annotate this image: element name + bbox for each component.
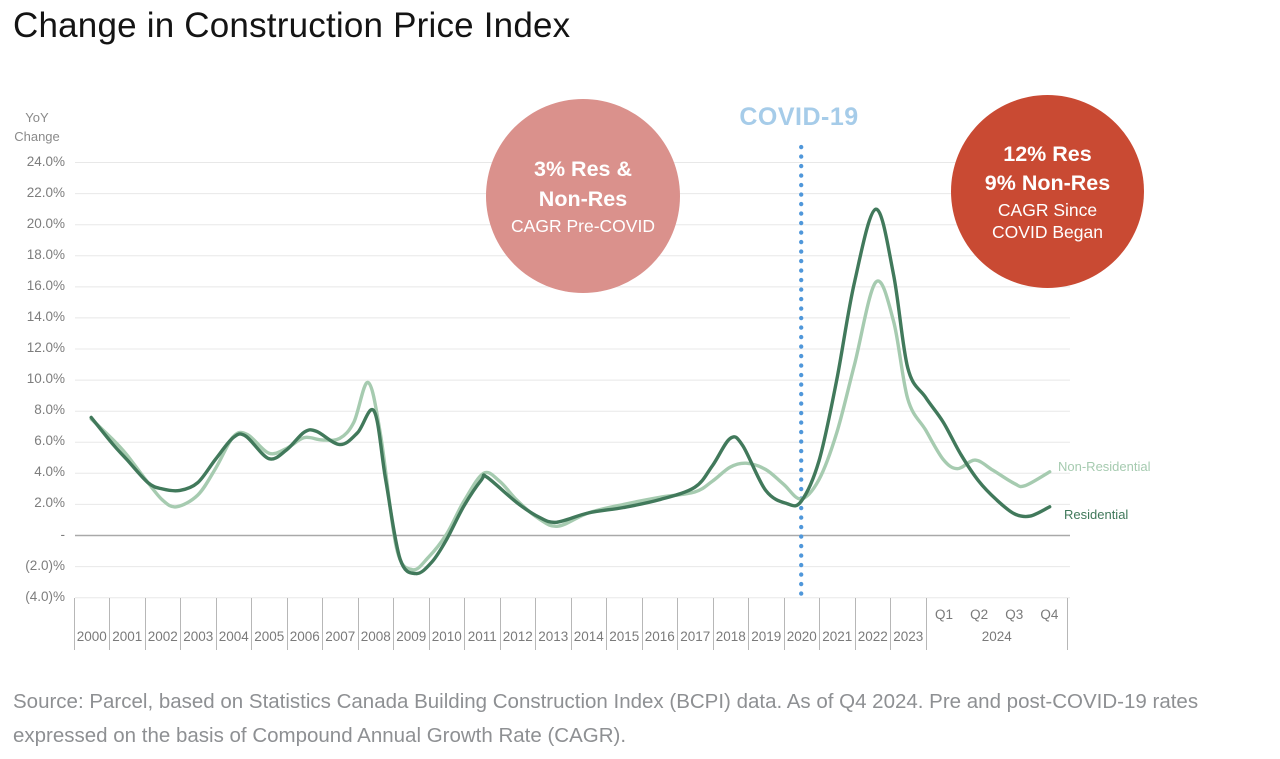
y-tick-label: 6.0%	[34, 433, 65, 449]
post-covid-caption-line-2: COVID Began	[992, 222, 1103, 243]
x-tick-2023: 2023	[890, 598, 926, 650]
non-residential-series-label: Non-Residential	[1058, 459, 1151, 474]
non-residential-line	[89, 279, 1052, 572]
y-tick-label: 16.0%	[26, 277, 65, 293]
x-tick-2011: 2011	[464, 598, 500, 650]
pre-covid-bold-line-1: 3% Res &	[534, 157, 632, 182]
pre-covid-bold-line-2: Non-Res	[538, 186, 628, 211]
x-tick-2022: 2022	[854, 598, 891, 650]
x-tick-2016: 2016	[641, 598, 678, 650]
x-tick-2006: 2006	[286, 598, 323, 650]
page-title: Change in Construction Price Index	[13, 6, 571, 45]
source-note: Source: Parcel, based on Statistics Cana…	[13, 690, 1199, 748]
x-tick-2019: 2019	[748, 598, 784, 650]
pre-covid-cagr-bubble: 3% Res & Non-Res CAGR Pre-COVID	[486, 99, 680, 293]
quarter-labels-row: Q1 Q2 Q3 Q4	[927, 607, 1068, 622]
post-covid-bold-line-1: 12% Res	[1003, 141, 1092, 166]
post-covid-caption-line-1: CAGR Since	[997, 199, 1098, 220]
x-tick-2005: 2005	[251, 598, 287, 650]
y-tick-label: 20.0%	[26, 215, 65, 231]
y-axis-title-line1: YoY	[25, 110, 49, 125]
x-tick-group-2024: Q1 Q2 Q3 Q4 2024	[925, 598, 1068, 650]
x-tick-2007: 2007	[322, 598, 358, 650]
x-tick-2024-q3: Q3	[1005, 607, 1024, 622]
post-covid-bold-line-2: 9% Non-Res	[984, 171, 1111, 196]
pre-covid-caption: CAGR Pre-COVID	[511, 215, 655, 236]
x-tick-2015: 2015	[606, 598, 642, 650]
y-tick-label: 4.0%	[34, 464, 65, 480]
x-tick-2024-year-label: 2024	[981, 629, 1012, 644]
x-tick-2003: 2003	[180, 598, 216, 650]
x-tick-2013: 2013	[535, 598, 571, 650]
x-tick-2020: 2020	[783, 598, 820, 650]
x-tick-2024-q4: Q4	[1040, 607, 1059, 622]
post-covid-cagr-bubble: 12% Res 9% Non-Res CAGR Since COVID Bega…	[951, 95, 1144, 288]
y-tick-label: -	[60, 526, 66, 542]
y-tick-label: 12.0%	[26, 340, 65, 355]
y-tick-label: 24.0%	[26, 153, 65, 169]
x-tick-2017: 2017	[677, 598, 713, 650]
x-tick-2012: 2012	[499, 598, 536, 650]
residential-series-label: Residential	[1064, 507, 1129, 522]
residential-line	[89, 207, 1052, 576]
y-tick-label: 2.0%	[34, 495, 65, 511]
x-tick-2021: 2021	[819, 598, 855, 650]
x-tick-2004: 2004	[215, 598, 252, 650]
x-tick-2009: 2009	[393, 598, 429, 650]
y-tick-label: (2.0)%	[25, 557, 65, 573]
y-tick-label: 18.0%	[26, 246, 65, 262]
y-axis-title: YoY Change	[8, 109, 66, 147]
covid-19-label: COVID-19	[739, 103, 859, 131]
y-tick-label: 10.0%	[26, 371, 65, 387]
x-tick-2002: 2002	[144, 598, 181, 650]
y-tick-label: 8.0%	[34, 402, 65, 418]
x-tick-2010: 2010	[428, 598, 465, 650]
x-tick-2014: 2014	[570, 598, 607, 650]
x-tick-2001: 2001	[109, 598, 145, 650]
x-tick-2024-q1: Q1	[935, 607, 954, 622]
y-tick-label: 22.0%	[26, 184, 65, 200]
x-tick-2000: 2000	[73, 598, 110, 650]
x-tick-2018: 2018	[712, 598, 749, 650]
y-axis-title-line2: Change	[14, 128, 60, 144]
y-tick-label: (4.0)%	[25, 588, 65, 604]
x-tick-2008: 2008	[357, 598, 394, 650]
x-tick-2024-q2: Q2	[970, 607, 989, 622]
y-tick-label: 14.0%	[26, 308, 65, 324]
